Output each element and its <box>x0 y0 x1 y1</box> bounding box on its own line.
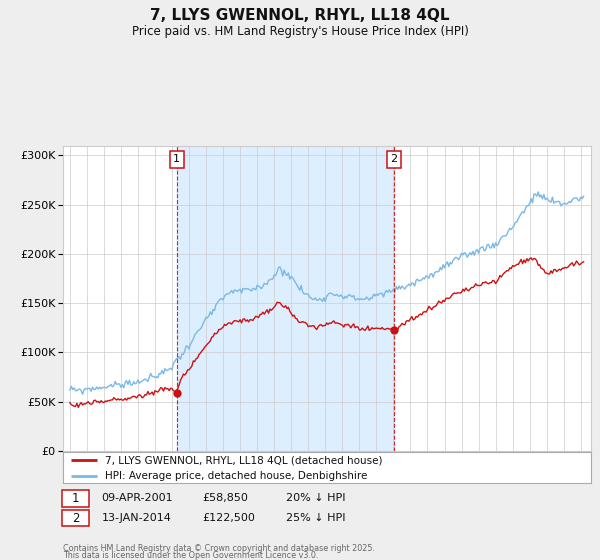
Text: 1: 1 <box>72 492 79 505</box>
Text: 13-JAN-2014: 13-JAN-2014 <box>101 513 171 523</box>
Text: 7, LLYS GWENNOL, RHYL, LL18 4QL (detached house): 7, LLYS GWENNOL, RHYL, LL18 4QL (detache… <box>105 455 383 465</box>
Text: 7, LLYS GWENNOL, RHYL, LL18 4QL: 7, LLYS GWENNOL, RHYL, LL18 4QL <box>150 8 450 24</box>
Text: 2: 2 <box>72 511 79 525</box>
Text: £122,500: £122,500 <box>202 513 255 523</box>
Text: 25% ↓ HPI: 25% ↓ HPI <box>286 513 346 523</box>
Text: 1: 1 <box>173 155 180 164</box>
Text: Contains HM Land Registry data © Crown copyright and database right 2025.: Contains HM Land Registry data © Crown c… <box>63 544 375 553</box>
Text: This data is licensed under the Open Government Licence v3.0.: This data is licensed under the Open Gov… <box>63 551 319 560</box>
Text: HPI: Average price, detached house, Denbighshire: HPI: Average price, detached house, Denb… <box>105 470 368 480</box>
Text: 2: 2 <box>391 155 398 164</box>
Text: 20% ↓ HPI: 20% ↓ HPI <box>286 493 346 503</box>
Text: £58,850: £58,850 <box>202 493 248 503</box>
Bar <box>176 146 394 451</box>
Text: 09-APR-2001: 09-APR-2001 <box>101 493 173 503</box>
Text: Price paid vs. HM Land Registry's House Price Index (HPI): Price paid vs. HM Land Registry's House … <box>131 25 469 38</box>
